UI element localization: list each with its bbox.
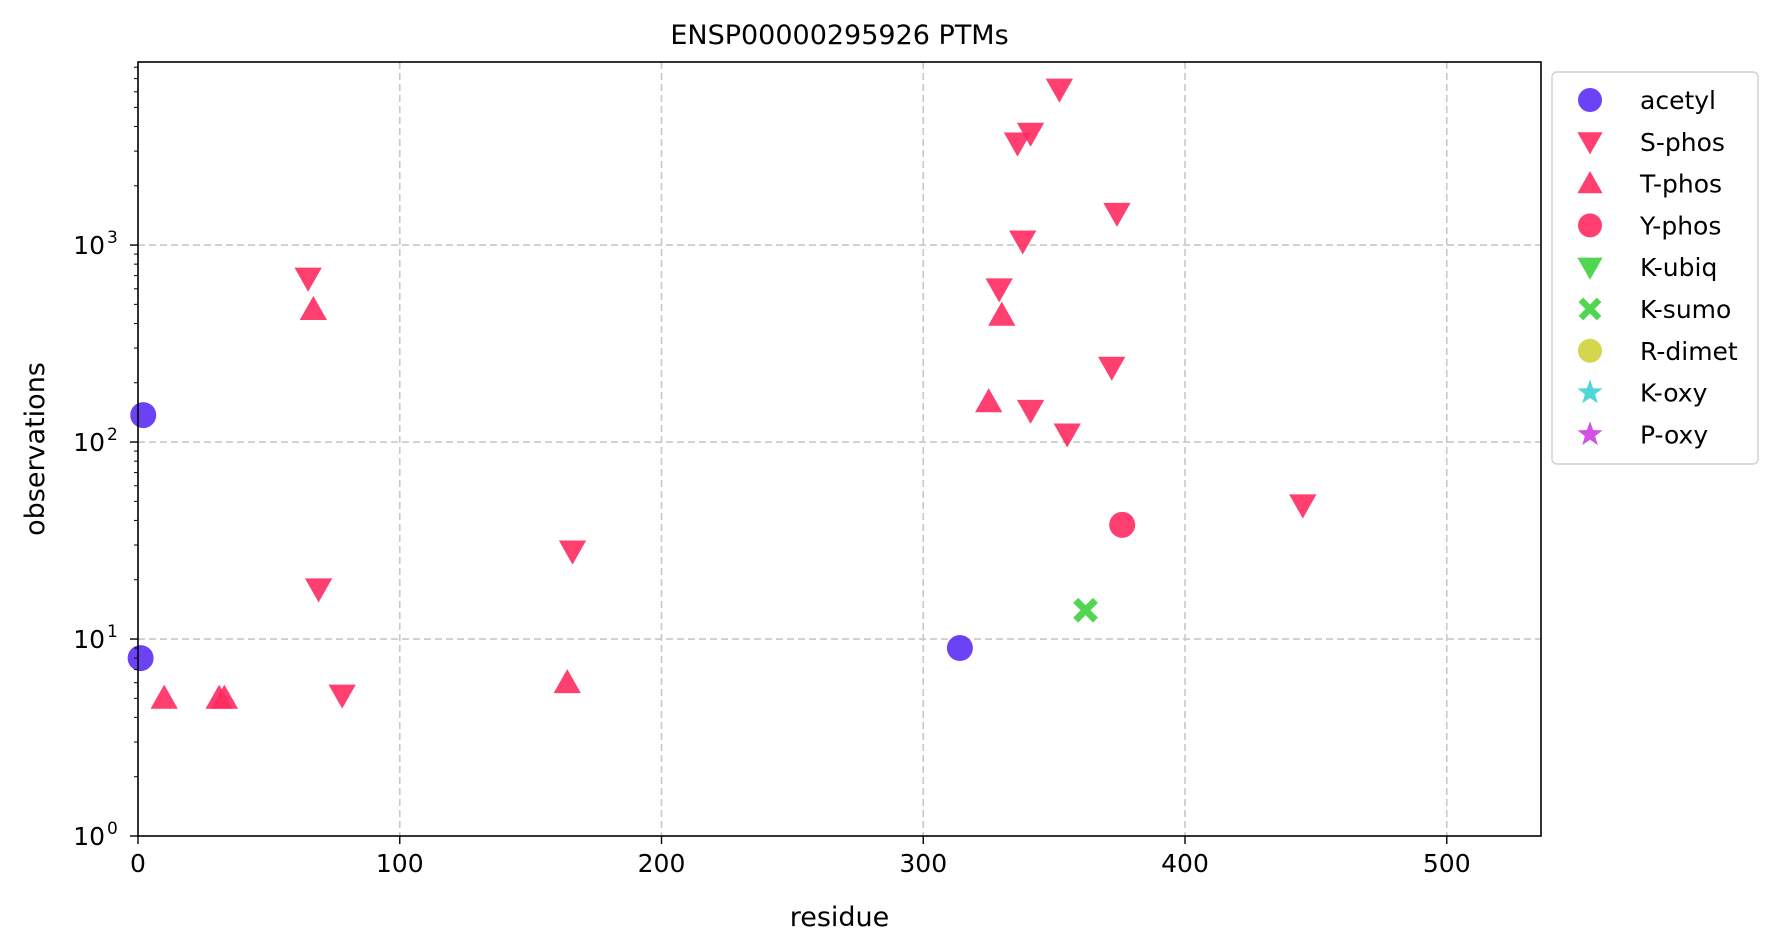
x-tick-label: 500 [1423, 849, 1471, 878]
s-phos-point [1045, 78, 1074, 103]
legend-marker-k-oxy [1577, 379, 1603, 404]
legend-label-y-phos: Y-phos [1639, 211, 1721, 240]
legend-marker-s-phos [1577, 132, 1603, 155]
s-phos-point [304, 578, 333, 603]
legend: acetyl S-phos T-phos Y-phos K-ubiq K-sumo R-di… [1551, 71, 1759, 465]
legend-label-s-phos: S-phos [1640, 128, 1725, 157]
legend-marker-acetyl [1578, 88, 1602, 112]
legend-box [1551, 71, 1759, 465]
y-tick-label: 10 [73, 625, 105, 654]
y-tick-label: 10 [73, 231, 105, 260]
y-tick-exponent: 1 [107, 622, 118, 642]
x-axis-label: residue [790, 902, 890, 933]
t-phos-point [150, 684, 178, 709]
legend-marker-p-oxy [1577, 421, 1603, 446]
y-tick-label: 10 [73, 428, 105, 457]
t-phos-point [988, 301, 1016, 326]
legend-marker-k-ubiq [1577, 257, 1603, 280]
legend-marker-t-phos [1577, 171, 1603, 194]
legend-marker-y-phos [1578, 213, 1602, 238]
x-tick-label: 200 [638, 849, 686, 878]
legend-marker-r-dimet [1578, 338, 1602, 363]
x-tick-label: 400 [1161, 849, 1209, 878]
s-phos-point [1053, 423, 1081, 448]
legend-label-r-dimet: R-dimet [1640, 337, 1738, 366]
y-phos-point [1109, 511, 1136, 538]
legend-label-k-ubiq: K-ubiq [1640, 253, 1717, 282]
s-phos-point [328, 684, 356, 709]
y-tick-exponent: 0 [107, 819, 118, 839]
chart-title: ENSP00000295926 PTMs [670, 20, 1008, 51]
legend-label-k-sumo: K-sumo [1640, 295, 1731, 324]
s-phos-point [1103, 202, 1131, 227]
acetyl-point [130, 402, 157, 429]
data-points [127, 78, 1317, 709]
k-sumo-point [1073, 597, 1098, 623]
plot-area-frame [137, 61, 1542, 837]
s-phos-point [1098, 356, 1126, 381]
y-tick-exponent: 3 [107, 228, 118, 248]
x-tick-label: 100 [376, 849, 424, 878]
grid-lines [138, 62, 1541, 836]
s-phos-point [558, 540, 587, 565]
legend-label-acetyl: acetyl [1640, 86, 1716, 115]
acetyl-point [946, 635, 973, 662]
y-tick-label: 10 [73, 822, 105, 851]
legend-label-p-oxy: P-oxy [1640, 420, 1708, 449]
y-tick-exponent: 2 [107, 425, 118, 445]
s-phos-point [1003, 132, 1032, 157]
legend-label-k-oxy: K-oxy [1640, 379, 1708, 408]
s-phos-point [1009, 230, 1037, 255]
x-tick-label: 300 [899, 849, 947, 878]
x-tick-label: 0 [130, 849, 146, 878]
s-phos-point [1289, 494, 1317, 519]
t-phos-point [553, 669, 581, 694]
t-phos-point [299, 296, 328, 321]
t-phos-point [210, 684, 239, 709]
s-phos-point [1016, 122, 1045, 147]
acetyl-point [127, 645, 154, 672]
s-phos-point [294, 267, 322, 292]
t-phos-point [975, 388, 1003, 413]
y-axis-label: observations [20, 362, 51, 536]
s-phos-point [985, 278, 1013, 303]
legend-marker-k-sumo [1578, 297, 1602, 321]
s-phos-point [1016, 399, 1045, 424]
legend-label-t-phos: T-phos [1639, 170, 1722, 199]
